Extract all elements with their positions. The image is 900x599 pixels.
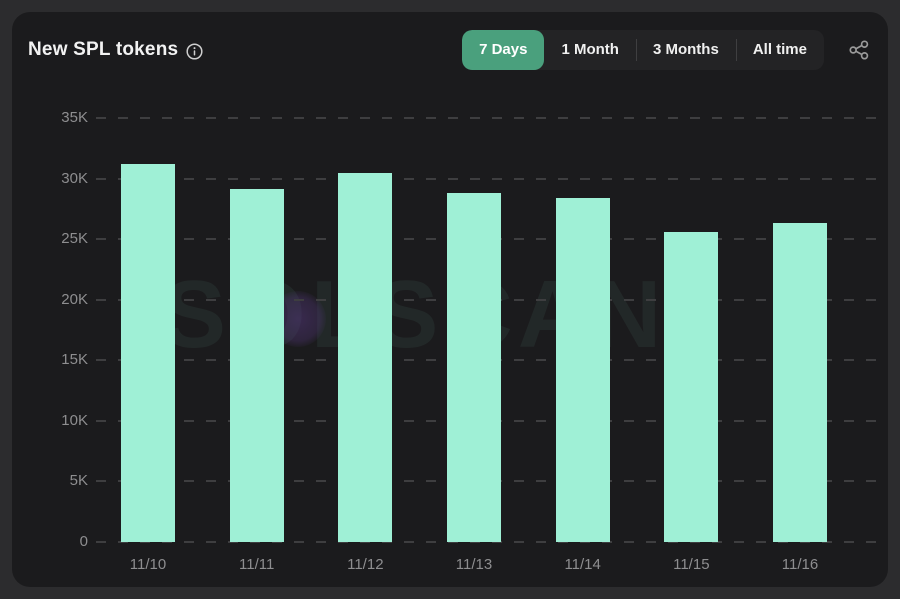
y-axis-tick-label: 20K [61, 290, 88, 308]
time-range-tabs: 7 Days 1 Month 3 Months All time [462, 30, 824, 70]
header-controls: 7 Days 1 Month 3 Months All time [462, 30, 874, 70]
y-axis-tick-label: 0 [79, 533, 88, 550]
bar-11-16[interactable] [773, 223, 827, 542]
gridline-35K [96, 117, 876, 119]
tab-7-days[interactable]: 7 Days [462, 30, 545, 70]
bar-11-14[interactable] [555, 197, 610, 542]
y-axis-tick-label: 5K [69, 472, 88, 490]
bar-11-11[interactable] [229, 189, 284, 542]
y-axis-tick-label: 15K [61, 351, 88, 369]
bar-11-12[interactable] [338, 172, 393, 542]
x-axis-tick-label: 11/13 [455, 556, 493, 573]
y-axis-tick-label: 35K [61, 109, 88, 126]
y-axis-tick-label: 10K [61, 411, 88, 429]
tab-1-month[interactable]: 1 Month [544, 30, 636, 70]
x-axis-tick-label: 11/12 [347, 556, 384, 573]
tab-all-time[interactable]: All time [735, 30, 824, 70]
bar-11-13[interactable] [447, 193, 501, 542]
gridline-30K [96, 177, 876, 180]
x-axis-tick-label: 11/15 [673, 556, 710, 573]
x-axis-tick-label: 11/10 [129, 556, 167, 573]
y-axis-tick-label: 30K [61, 169, 88, 187]
x-axis-tick-label: 11/14 [564, 556, 601, 573]
chart-card: New SPL tokens 7 Days 1 Month 3 Months All … [12, 12, 888, 587]
card-header: New SPL tokens 7 Days 1 Month 3 Months All … [28, 22, 874, 78]
info-circle-icon[interactable] [186, 42, 203, 60]
gridline-0 [96, 541, 876, 543]
bar-11-10[interactable] [121, 164, 175, 542]
x-axis-tick-label: 11/16 [781, 556, 819, 573]
bar-11-15[interactable] [664, 231, 719, 542]
bar-chart: SOLSCAN 0 5K 10K 15K 20K 25K 30K 35K 11/10 11/11 1… [12, 12, 888, 587]
title-wrap: New SPL tokens [28, 39, 203, 61]
tab-3-months[interactable]: 3 Months [635, 30, 736, 70]
y-axis-tick-label: 25K [61, 230, 88, 248]
share-nodes-icon[interactable] [848, 39, 870, 61]
x-axis-tick-label: 11/11 [239, 556, 275, 573]
page-title: New SPL tokens [28, 39, 179, 60]
